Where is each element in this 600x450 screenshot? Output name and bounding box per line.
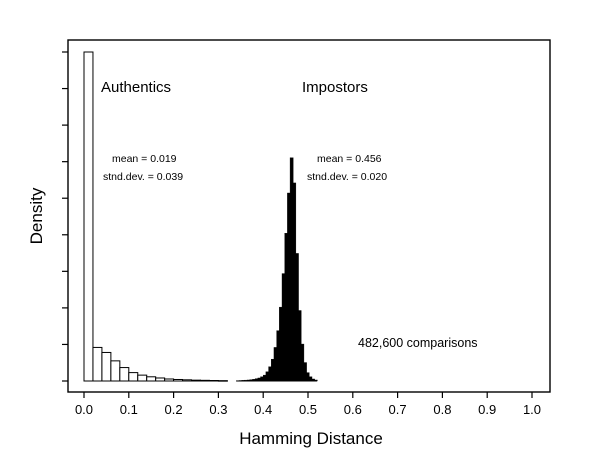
- series-impostors: [236, 157, 318, 382]
- x-tick-label: 0.8: [433, 402, 451, 417]
- plot-frame: [67, 39, 551, 393]
- x-tick-label: 0.0: [75, 402, 93, 417]
- authentics-bar: [101, 351, 112, 382]
- authentics-bar: [119, 367, 130, 382]
- legend-label-impostors: Impostors: [302, 79, 368, 96]
- authentics-bar: [92, 346, 103, 382]
- series-authentics: [83, 51, 228, 382]
- authentics-bar: [137, 374, 148, 382]
- legend-label-authentics: Authentics: [101, 79, 171, 96]
- x-tick-label: 0.3: [209, 402, 227, 417]
- x-tick-label: 0.2: [165, 402, 183, 417]
- x-tick-label: 0.1: [120, 402, 138, 417]
- comparisons-note: 482,600 comparisons: [358, 336, 478, 350]
- x-tick-label: 1.0: [523, 402, 541, 417]
- authentics-bar: [128, 372, 139, 382]
- authentics-mean-label: mean = 0.019: [112, 153, 177, 165]
- x-tick-label: 0.5: [299, 402, 317, 417]
- impostors-mean-label: mean = 0.456: [317, 153, 382, 165]
- impostors-std-label: stnd.dev. = 0.020: [307, 171, 387, 183]
- x-tick-label: 0.4: [254, 402, 272, 417]
- x-tick-label: 0.6: [344, 402, 362, 417]
- x-tick-label: 0.7: [389, 402, 407, 417]
- authentics-bar: [110, 360, 121, 382]
- y-axis-label: Density: [27, 187, 46, 244]
- authentics-bar: [146, 376, 157, 382]
- authentics-std-label: stnd.dev. = 0.039: [103, 171, 183, 183]
- bars-layer: [83, 51, 318, 382]
- y-axis-ticks: [62, 51, 68, 382]
- x-tick-label: 0.9: [478, 402, 496, 417]
- x-axis-ticks: 0.0 0.1 0.2 0.3 0.4 0.5 0.6 0.7 0.8 0.9 1.0: [75, 392, 541, 417]
- authentics-bar: [83, 51, 94, 382]
- x-axis-label: Hamming Distance: [239, 429, 383, 448]
